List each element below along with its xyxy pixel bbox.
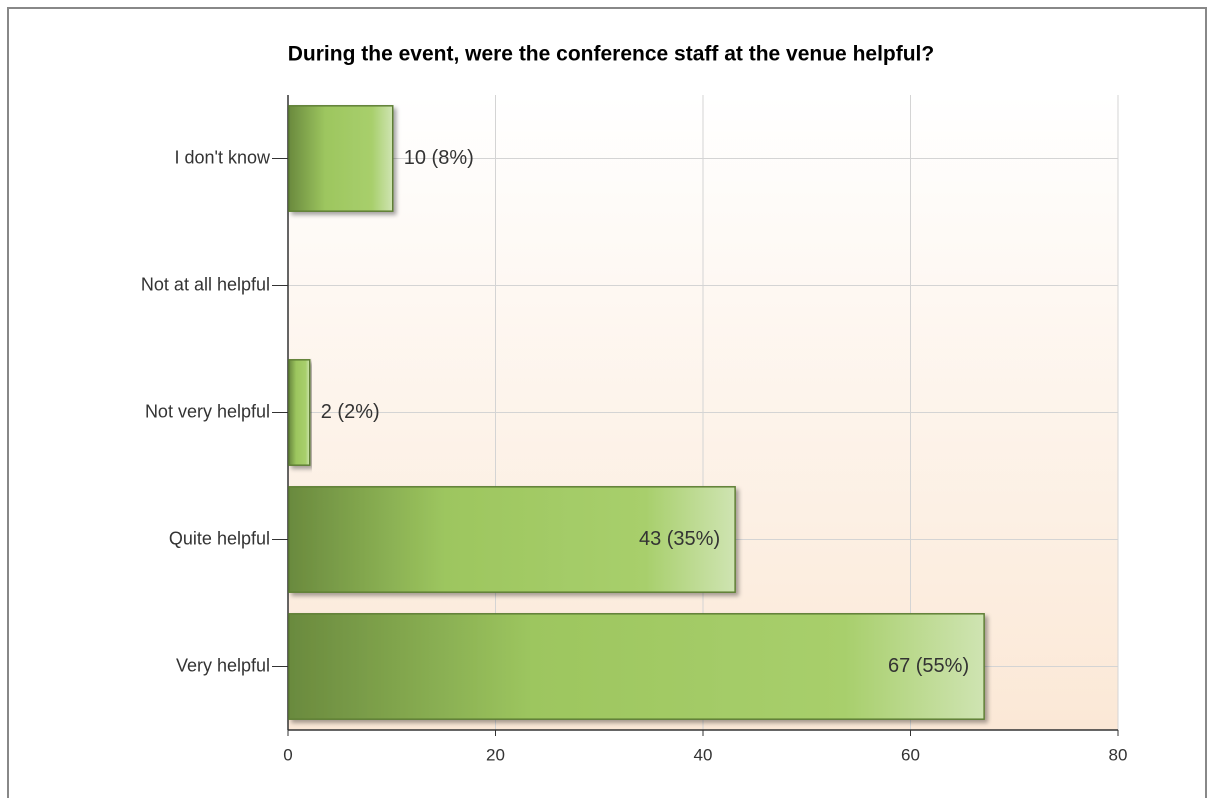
value-label: 2 (2%)	[321, 401, 380, 423]
x-tick-label: 40	[694, 745, 713, 764]
chart-title: During the event, were the conference st…	[288, 43, 934, 66]
bar	[288, 613, 985, 720]
value-label: 67 (55%)	[888, 655, 969, 677]
bars	[288, 105, 985, 720]
bar	[288, 486, 736, 593]
bar	[288, 105, 394, 212]
y-tick-label: I don't know	[175, 147, 271, 167]
x-tick-label: 80	[1109, 745, 1128, 764]
y-tick-label: Very helpful	[176, 655, 270, 675]
x-tick-label: 20	[486, 745, 505, 764]
bar	[288, 359, 311, 466]
y-tick-label: Not very helpful	[145, 401, 270, 421]
x-tick-label: 0	[283, 745, 292, 764]
labels: 0 20 40 60 80 I don't know 10 (8%) Not at all h…	[141, 147, 1128, 765]
y-tick-label: Not at all helpful	[141, 274, 270, 294]
value-label: 10 (8%)	[404, 147, 474, 169]
value-label: 43 (35%)	[639, 528, 720, 550]
x-tick-label: 60	[901, 745, 920, 764]
y-tick-label: Quite helpful	[169, 528, 270, 548]
